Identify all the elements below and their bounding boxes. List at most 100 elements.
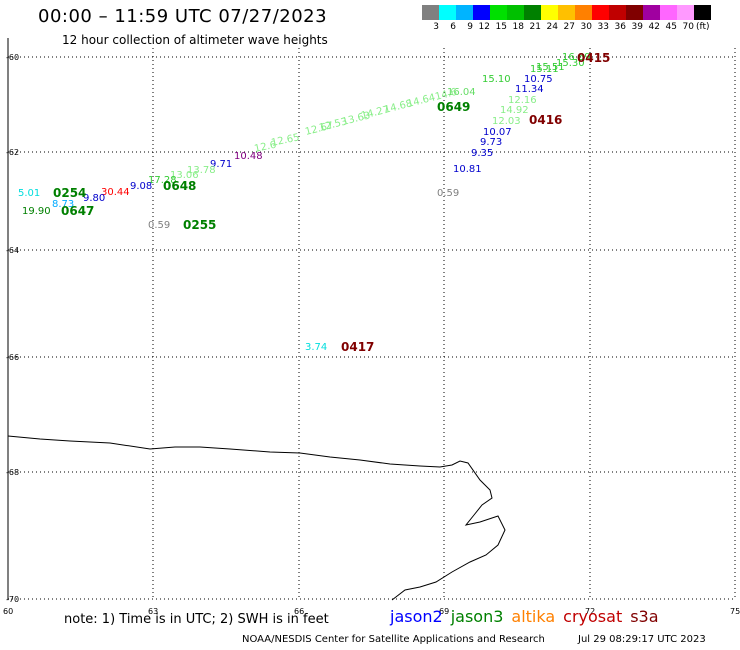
- legend-swatch: [439, 5, 456, 20]
- legend-swatch: [592, 5, 609, 20]
- legend-label: 3: [433, 22, 439, 32]
- longitude-tick-label: 75: [730, 607, 740, 616]
- antarctic-coastline: [7, 435, 506, 601]
- pass-time-label: 0254: [53, 186, 86, 200]
- swh-observation: 9.71: [210, 159, 232, 170]
- pass-time-label: 0648: [163, 179, 196, 193]
- satellite-key-jason3: jason3: [450, 607, 504, 626]
- legend-swatch: [473, 5, 490, 20]
- legend-label: 6: [450, 22, 456, 32]
- legend-label: 42: [648, 22, 660, 32]
- latitude-tick-label: -70: [6, 595, 19, 604]
- swh-observation: 5.01: [18, 188, 40, 199]
- legend-label: 33: [597, 22, 609, 32]
- legend-label: 18: [512, 22, 524, 32]
- swh-observation: 0.59: [148, 220, 170, 231]
- longitude-tick-label: 66: [294, 607, 304, 616]
- satellite-key-cryosat: cryosat: [563, 607, 623, 626]
- graticule: [7, 48, 736, 600]
- legend-swatch: [643, 5, 660, 20]
- legend-label: 39: [631, 22, 643, 32]
- latitude-tick-label: -64: [6, 246, 19, 255]
- legend-unit: (ft): [696, 22, 710, 32]
- legend-color-bar: [422, 5, 711, 20]
- swh-observation: 13.78: [187, 165, 216, 176]
- footer-timestamp: Jul 29 08:29:17 UTC 2023: [578, 634, 706, 645]
- swh-observation: 10.48: [234, 151, 263, 162]
- legend-swatch: [609, 5, 626, 20]
- swh-observation: 15.11: [530, 64, 559, 75]
- swh-observation: 10.07: [483, 127, 512, 138]
- swh-observation: 8.73: [52, 199, 74, 210]
- latitude-tick-label: -62: [6, 148, 19, 157]
- swh-observation: 0.59: [437, 188, 459, 199]
- swh-observation: 14.6: [434, 87, 458, 103]
- longitude-tick-label: 60: [3, 607, 13, 616]
- satellite-key-s3a: s3a: [630, 607, 659, 626]
- legend-label: 21: [529, 22, 541, 32]
- latitude-tick-label: -60: [6, 53, 19, 62]
- legend-swatch: [677, 5, 694, 20]
- latitude-tick-label: -68: [6, 468, 19, 477]
- footer-credit: NOAA/NESDIS Center for Satellite Applica…: [242, 634, 545, 645]
- swh-observation: 15.51: [536, 62, 565, 73]
- satellite-key-jason2: jason2: [390, 607, 443, 626]
- longitude-tick-label: 72: [585, 607, 595, 616]
- legend-swatch: [575, 5, 592, 20]
- pass-time-labels: 0415 0416 0649 0648 0254 0647 0255 0417: [53, 51, 610, 354]
- swh-observation: 15.30: [556, 58, 585, 69]
- swh-observation: 13.06: [170, 170, 199, 181]
- swh-observation: 19.90: [22, 206, 51, 217]
- legend-swatch: [490, 5, 507, 20]
- pass-time-label: 0255: [183, 218, 216, 232]
- legend-label: 27: [563, 22, 575, 32]
- swh-observation: 9.08: [130, 181, 152, 192]
- legend-labels: 3 6 9 12 15 18 21 24 27 30 33 36 39 42 45 70 (ft): [422, 22, 711, 32]
- swh-observation: 16.69: [562, 52, 591, 63]
- longitude-tick-label: 63: [148, 607, 158, 616]
- legend-swatch: [694, 5, 711, 20]
- legend-swatch: [660, 5, 677, 20]
- latitude-tick-label: -66: [6, 353, 19, 362]
- legend-swatch: [507, 5, 524, 20]
- map-subtitle: 12 hour collection of altimeter wave hei…: [62, 33, 328, 47]
- legend-swatch: [524, 5, 541, 20]
- axis-tick-labels: -60 -62 -64 -66 -68 -70 60 63 66 69 72 75: [3, 53, 740, 616]
- swh-observation: 9.35: [471, 148, 493, 159]
- swh-observation: 9.73: [480, 137, 502, 148]
- swh-observation: 3.74: [305, 342, 327, 353]
- legend-label: 30: [580, 22, 592, 32]
- swh-observation: 17.28: [148, 175, 177, 186]
- swh-observation: 10.81: [453, 164, 482, 175]
- swh-observation: 14.64: [406, 92, 436, 110]
- legend-swatch: [558, 5, 575, 20]
- swh-observation: 15.10: [482, 74, 511, 85]
- satellite-key: jason2 jason3 altika cryosat s3a: [390, 607, 667, 626]
- legend-label: 12: [478, 22, 490, 32]
- legend-swatch: [456, 5, 473, 20]
- map-title: 00:00 – 11:59 UTC 07/27/2023: [38, 6, 328, 27]
- pass-time-label: 0415: [577, 51, 610, 65]
- legend-label: 15: [495, 22, 507, 32]
- legend-label: 36: [614, 22, 626, 32]
- pass-time-label: 0647: [61, 204, 94, 218]
- legend-swatch: [626, 5, 643, 20]
- legend-label: 9: [467, 22, 473, 32]
- swh-observation: 11.34: [515, 84, 544, 95]
- swh-observation: 9.80: [83, 193, 105, 204]
- legend-swatch: [422, 5, 439, 20]
- swh-observation: 12.16: [508, 95, 537, 106]
- swh-observation: 12.65: [270, 132, 300, 149]
- pass-time-label: 0649: [437, 100, 470, 114]
- swh-observation: 10.75: [524, 74, 553, 85]
- wave-height-legend: 3 6 9 12 15 18 21 24 27 30 33 36 39 42 45 70 (ft): [422, 5, 711, 36]
- swh-observation: 14.92: [500, 105, 529, 116]
- swh-observation: 12.6: [253, 140, 277, 155]
- legend-label: 45: [665, 22, 677, 32]
- swh-observation: 30.44: [101, 187, 130, 198]
- satellite-key-altika: altika: [511, 607, 556, 626]
- swh-observation: 16.04: [447, 87, 476, 98]
- footer-note: note: 1) Time is in UTC; 2) SWH is in fe…: [64, 612, 329, 627]
